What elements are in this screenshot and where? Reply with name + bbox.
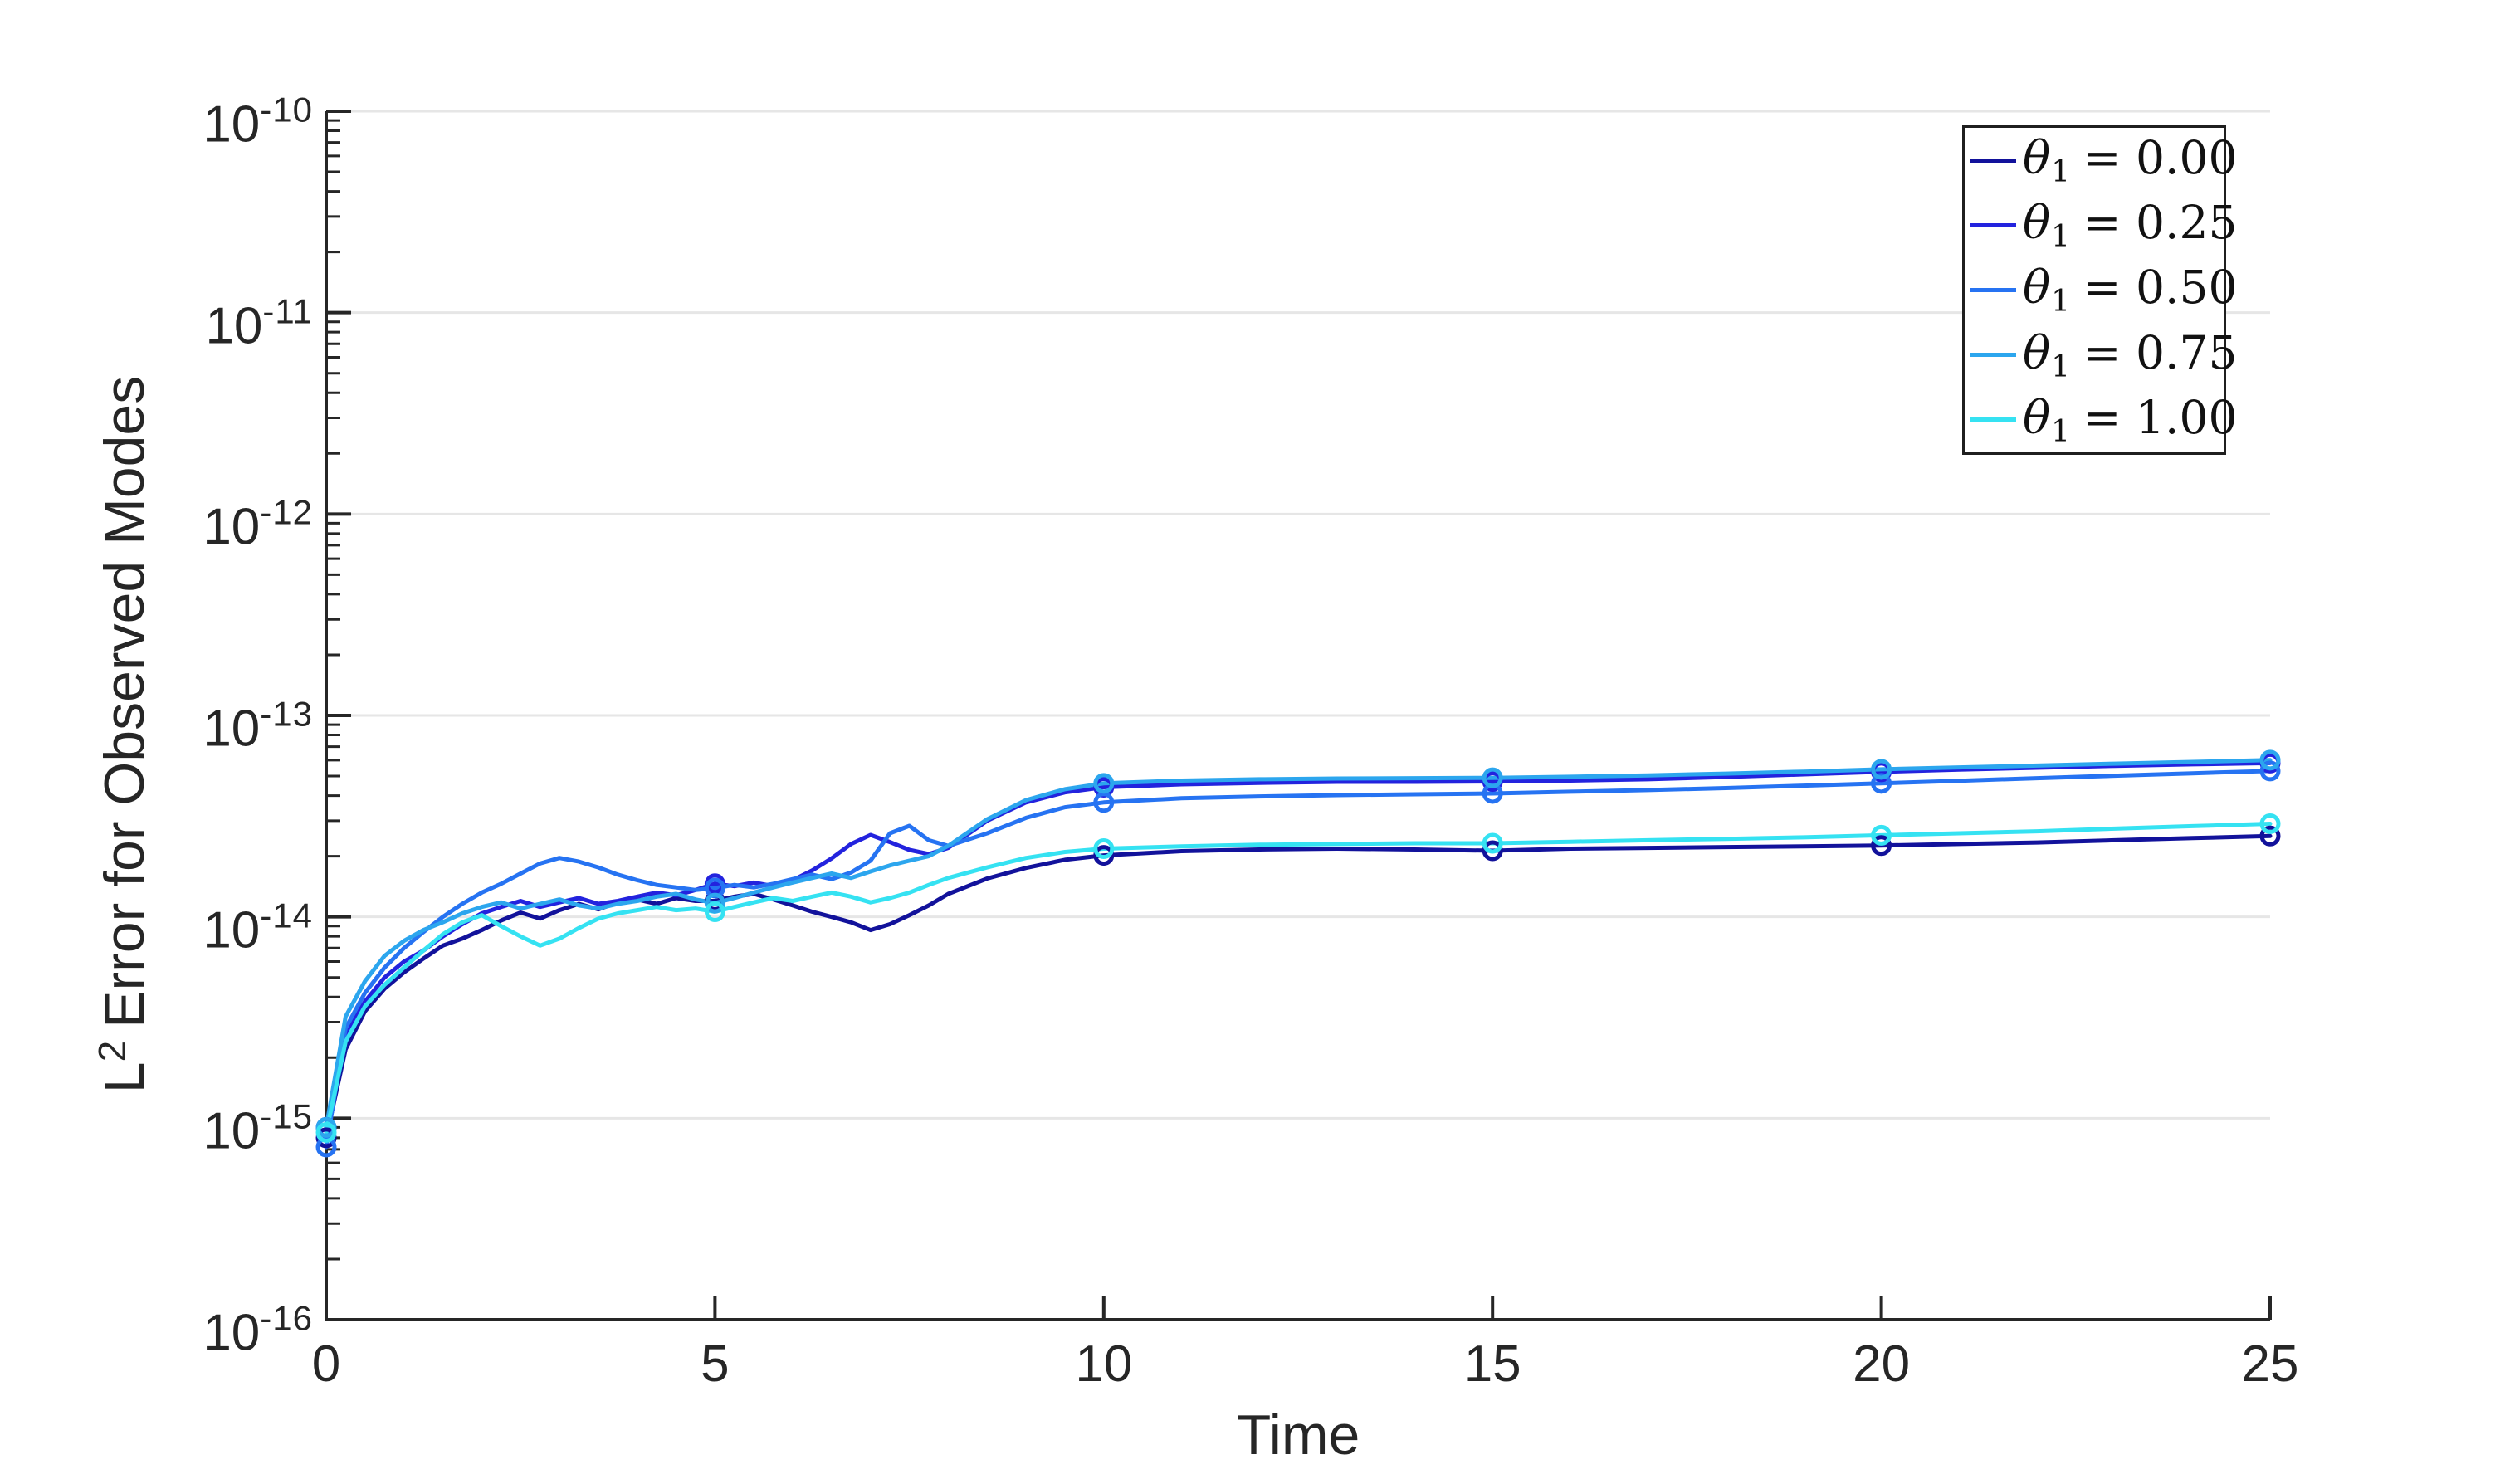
legend-line-swatch xyxy=(1970,222,2016,227)
series-marker-theta1-1.00 xyxy=(1871,824,1892,846)
y-tick-exponent: -10 xyxy=(260,90,313,129)
legend-entry-theta1-1.00: θ1 = 1.00 xyxy=(1965,390,2237,450)
series-marker-theta1-0.50 xyxy=(1871,773,1892,794)
theta-subscript: 1 xyxy=(2051,349,2071,384)
theta-subscript: 1 xyxy=(2051,220,2071,255)
series-marker-theta1-1.00 xyxy=(2259,813,2281,834)
theta-symbol: θ xyxy=(2023,390,2051,444)
y-axis-title-rest: Error for Observed Modes xyxy=(93,375,156,1028)
theta-symbol: θ xyxy=(2023,261,2051,315)
series-line-theta1-0.00 xyxy=(324,833,2273,1140)
legend-label: θ1 = 0.00 xyxy=(2023,131,2237,189)
series-marker-theta1-1.00 xyxy=(1093,838,1115,860)
legend-line-swatch xyxy=(1970,287,2016,292)
series-marker-theta1-0.75 xyxy=(1871,759,1892,780)
legend-label: θ1 = 1.00 xyxy=(2023,391,2237,449)
series-line-theta1-1.00 xyxy=(324,822,2273,1135)
y-tick-exponent: -16 xyxy=(260,1298,313,1338)
legend-label: θ1 = 0.50 xyxy=(2023,261,2237,319)
y-tick-label: 10-12 xyxy=(64,493,313,557)
legend-box: θ1 = 0.00 θ1 = 0.25 θ1 = 0.50 θ1 = 0.75 θ1 = 1.00 xyxy=(1962,125,2237,455)
theta-subscript: 1 xyxy=(2051,414,2071,449)
x-tick-label: 25 xyxy=(2241,1335,2299,1393)
series-marker-theta1-0.75 xyxy=(1093,773,1115,794)
y-axis-title-base: L xyxy=(93,1062,156,1094)
series-marker-theta1-0.00 xyxy=(1871,835,1892,857)
legend-label: θ1 = 0.75 xyxy=(2023,326,2237,384)
legend-entry-theta1-0.75: θ1 = 0.75 xyxy=(1965,325,2237,385)
x-tick-label: 10 xyxy=(1075,1335,1133,1393)
y-tick-base: 10 xyxy=(203,901,261,959)
y-axis-title-superscript: 2 xyxy=(90,1040,134,1062)
series-marker-theta1-1.00 xyxy=(704,901,725,923)
y-tick-exponent: -11 xyxy=(262,291,313,331)
y-tick-label: 10-10 xyxy=(64,90,313,154)
series-line-theta1-0.50 xyxy=(324,769,2273,1150)
legend-entry-theta1-0.25: θ1 = 0.25 xyxy=(1965,195,2237,255)
theta-symbol: θ xyxy=(2023,325,2051,379)
series-marker-theta1-0.50 xyxy=(315,1136,337,1158)
legend-value: = 0.00 xyxy=(2083,131,2238,185)
series-marker-theta1-1.00 xyxy=(1482,832,1503,854)
series-marker-theta1-0.50 xyxy=(2259,760,2281,782)
y-tick-base: 10 xyxy=(203,700,261,758)
y-tick-exponent: -14 xyxy=(260,896,313,935)
x-axis-title: Time xyxy=(1236,1403,1360,1467)
legend-label: θ1 = 0.25 xyxy=(2023,196,2237,254)
y-tick-label: 10-11 xyxy=(64,291,313,355)
legend-value: = 0.75 xyxy=(2083,325,2238,379)
series-marker-theta1-0.00 xyxy=(2259,825,2281,847)
legend-line-swatch xyxy=(1970,353,2016,358)
y-tick-exponent: -13 xyxy=(260,694,313,734)
series-line-theta1-0.25 xyxy=(324,760,2273,1130)
y-tick-label: 10-13 xyxy=(64,694,313,759)
series-marker-theta1-0.75 xyxy=(1482,767,1503,788)
legend-value: = 1.00 xyxy=(2083,390,2238,444)
y-tick-base: 10 xyxy=(203,1102,261,1160)
legend-entry-theta1-0.50: θ1 = 0.50 xyxy=(1965,260,2237,320)
y-tick-exponent: -12 xyxy=(260,493,313,532)
legend-value: = 0.25 xyxy=(2083,196,2238,250)
theta-subscript: 1 xyxy=(2051,285,2071,320)
legend-entry-theta1-0.00: θ1 = 0.00 xyxy=(1965,130,2237,190)
x-tick-label: 20 xyxy=(1853,1335,1911,1393)
y-tick-label: 10-14 xyxy=(64,896,313,959)
x-tick-label: 15 xyxy=(1463,1335,1521,1393)
y-tick-label: 10-16 xyxy=(64,1298,313,1363)
x-tick-label: 0 xyxy=(311,1335,341,1393)
theta-symbol: θ xyxy=(2023,131,2051,185)
y-axis-title: L2 Error for Observed Modes xyxy=(90,375,157,1094)
series-marker-theta1-0.50 xyxy=(1093,792,1115,813)
y-tick-base: 10 xyxy=(203,1304,261,1362)
x-tick-label: 5 xyxy=(701,1335,730,1393)
legend-line-swatch xyxy=(1970,158,2016,163)
theta-symbol: θ xyxy=(2023,196,2051,250)
y-tick-base: 10 xyxy=(203,95,261,154)
series-marker-theta1-0.00 xyxy=(1482,840,1503,862)
series-marker-theta1-0.75 xyxy=(704,892,725,914)
series-marker-theta1-1.00 xyxy=(315,1121,337,1143)
theta-subscript: 1 xyxy=(2051,155,2071,190)
legend-value: = 0.50 xyxy=(2083,261,2238,315)
legend-line-swatch xyxy=(1970,417,2016,422)
y-tick-label: 10-15 xyxy=(64,1097,313,1161)
y-tick-base: 10 xyxy=(205,296,263,354)
series-marker-theta1-0.00 xyxy=(1093,845,1115,866)
y-tick-exponent: -15 xyxy=(260,1097,313,1136)
series-line-theta1-0.75 xyxy=(324,758,2273,1130)
series-marker-theta1-0.75 xyxy=(2259,749,2281,771)
y-tick-base: 10 xyxy=(203,498,261,556)
